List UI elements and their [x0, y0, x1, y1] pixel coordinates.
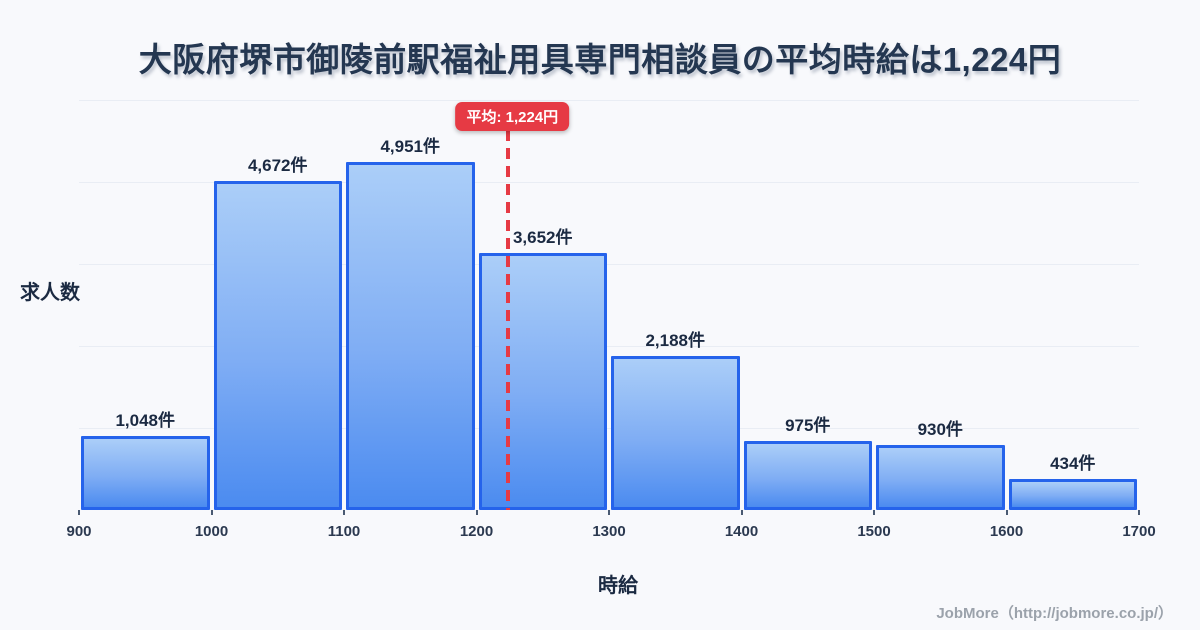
x-tick-mark [608, 510, 610, 515]
mean-line [506, 130, 511, 510]
page-title: 大阪府堺市御陵前駅福祉用具専門相談員の平均時給は1,224円 [138, 41, 1062, 78]
x-tick-label: 1700 [1122, 523, 1156, 540]
x-tick-label: 1100 [327, 523, 361, 540]
x-tick-mark [1138, 510, 1140, 515]
x-axis-label: 時給 [598, 575, 638, 597]
histogram-bar [213, 181, 342, 510]
histogram-bar [478, 253, 607, 510]
x-tick-label: 1300 [592, 523, 626, 540]
gridline [79, 100, 1139, 101]
histogram-bar [346, 161, 475, 510]
y-axis-label: 求人数 [20, 282, 80, 304]
histogram-bar [876, 444, 1005, 510]
histogram-bar [81, 436, 210, 510]
histogram-bar [743, 441, 872, 510]
bar-value-label: 3,652件 [512, 228, 573, 248]
x-tick-label: 1400 [724, 523, 759, 540]
x-tick-mark [210, 510, 213, 515]
x-tick-mark [475, 510, 478, 515]
bar-value-label: 2,188件 [645, 331, 706, 351]
x-tick-mark [343, 510, 345, 515]
bar-value-label: 4,951件 [380, 136, 441, 156]
x-tick-mark [740, 510, 743, 515]
x-tick-label: 1600 [989, 523, 1024, 540]
gridline [79, 346, 1139, 347]
bar-value-label: 930件 [917, 419, 963, 439]
gridline [79, 264, 1139, 265]
bar-value-label: 1,048件 [115, 411, 176, 431]
x-tick-mark [873, 510, 875, 515]
bar-value-label: 434件 [1050, 454, 1096, 474]
gridline [79, 182, 1139, 183]
histogram-bar [611, 356, 740, 510]
mean-badge: 平均: 1,224円 [455, 102, 570, 131]
bar-value-label: 975件 [785, 416, 831, 436]
gridline [79, 428, 1139, 429]
bar-value-label: 4,672件 [247, 156, 308, 176]
histogram-bar [1008, 479, 1137, 510]
credit-footer: JobMore（http://jobmore.co.jp/） [936, 605, 1173, 622]
x-tick-label: 1500 [857, 523, 891, 540]
x-tick-label: 1000 [194, 523, 229, 540]
x-tick-label: 900 [66, 523, 92, 540]
x-tick-mark [1005, 510, 1008, 515]
x-tick-mark [78, 510, 80, 515]
x-tick-label: 1200 [459, 523, 494, 540]
